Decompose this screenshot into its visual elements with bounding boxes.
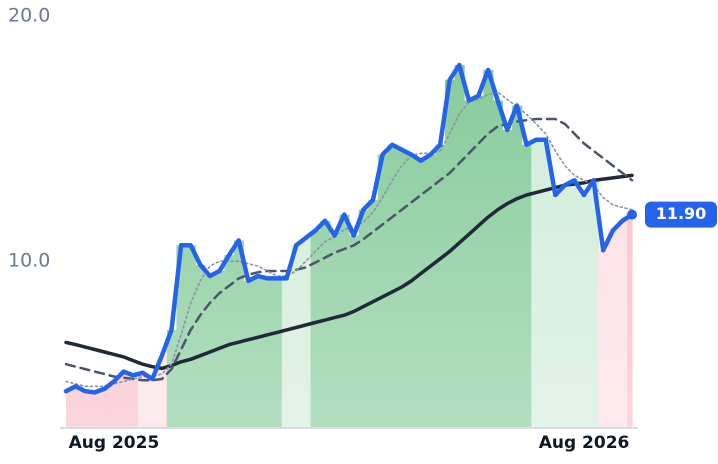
- area-segment: [166, 329, 177, 428]
- area-segment: [598, 250, 609, 428]
- area-segment: [425, 154, 436, 429]
- series-line: [64, 173, 634, 371]
- area-segment: [521, 144, 532, 428]
- area-segment: [492, 100, 504, 428]
- area-segment: [339, 214, 350, 428]
- area-segment: [512, 105, 523, 428]
- area-segment: [560, 185, 571, 428]
- area-segment: [579, 195, 590, 428]
- area-segment: [253, 275, 264, 428]
- area-segment: [224, 255, 235, 428]
- area-segment: [444, 79, 456, 428]
- series-line: [64, 117, 634, 382]
- area-segment: [80, 391, 91, 428]
- area-segment: [262, 278, 273, 428]
- area-segment: [310, 230, 321, 428]
- area-segment: [617, 220, 628, 428]
- series-line: [65, 91, 633, 388]
- area-segment: [627, 214, 633, 428]
- line-group: [63, 62, 635, 395]
- area-segment: [272, 278, 283, 428]
- area-segment: [89, 392, 101, 428]
- area-segment: [320, 220, 331, 428]
- area-segment: [368, 199, 379, 428]
- area-segment: [569, 180, 580, 428]
- area-segment: [281, 278, 293, 428]
- area-segment: [358, 209, 369, 428]
- area-segment: [147, 378, 158, 428]
- area-segment: [118, 371, 129, 428]
- area-segment: [109, 381, 120, 428]
- area-segment: [473, 95, 484, 428]
- area-segment: [233, 240, 245, 428]
- x-tick-label: Aug 2026: [539, 433, 630, 453]
- last-point: [627, 209, 637, 220]
- area-segment: [70, 386, 81, 428]
- area-segment: [377, 154, 388, 429]
- y-tick-label: 10.0: [8, 250, 50, 272]
- area-segment: [483, 69, 494, 428]
- area-segment: [464, 100, 475, 428]
- area-segment: [137, 372, 149, 428]
- area-segment: [550, 195, 561, 428]
- area-segment: [435, 144, 446, 428]
- value-label: 11.90: [656, 204, 707, 223]
- area-segment: [176, 245, 187, 428]
- area-segment: [608, 230, 619, 428]
- area-segment: [329, 235, 341, 428]
- area-segment: [157, 355, 168, 428]
- area-segment: [291, 245, 302, 428]
- area-segment: [406, 154, 417, 429]
- area-segment: [349, 235, 360, 428]
- area-segment: [387, 144, 398, 428]
- area-segment: [128, 375, 139, 428]
- area-segment: [243, 280, 254, 428]
- area-segment: [531, 139, 542, 428]
- value-label-bg: [645, 201, 717, 228]
- area-segment: [502, 130, 513, 429]
- x-tick-label: Aug 2025: [69, 433, 160, 453]
- area-segment: [66, 391, 72, 428]
- area-segment: [185, 245, 197, 428]
- area-segment: [99, 388, 110, 428]
- area-segment: [195, 264, 206, 428]
- area-segment: [416, 160, 427, 428]
- area-segment: [454, 65, 465, 429]
- area-segment: [301, 237, 312, 428]
- series-line: [63, 62, 635, 395]
- area-segment: [540, 139, 552, 428]
- area-segment: [588, 180, 600, 428]
- y-tick-label: 20.0: [8, 5, 50, 27]
